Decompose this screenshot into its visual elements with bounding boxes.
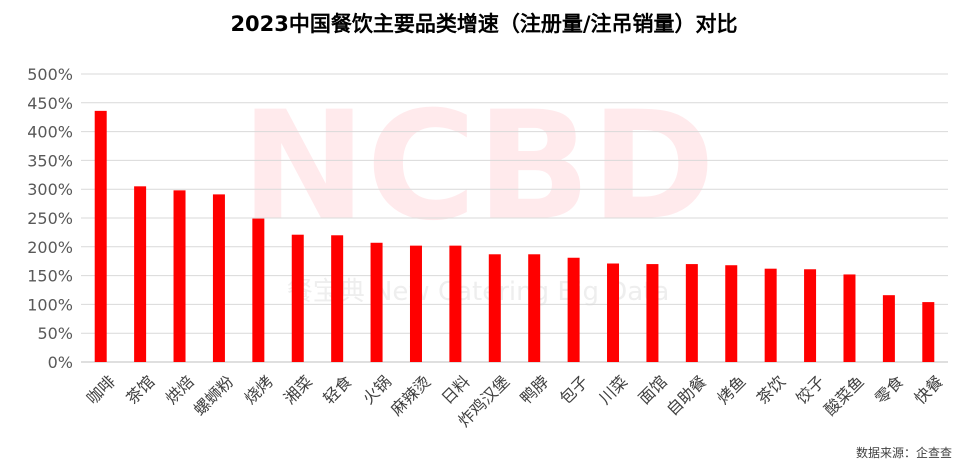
x-tick-label: 快餐 [911, 372, 947, 408]
x-tick-label: 螺蛳粉 [190, 372, 237, 419]
y-tick-label: 400% [27, 123, 73, 142]
bar [173, 190, 186, 362]
bar [331, 235, 344, 362]
watermark-subtitle: 餐宝典 New Catering Big Data [287, 277, 670, 307]
bar [646, 264, 659, 362]
x-tick-label: 鸭脖 [516, 372, 552, 408]
bar [607, 263, 620, 362]
y-axis-ticks: 0% 50% 100% 150% 200% 250% 300% 350% 400% 450% 500… [27, 65, 73, 372]
bar [685, 264, 698, 362]
x-tick-label: 自助餐 [663, 372, 710, 419]
bar [409, 245, 422, 362]
y-tick-label: 250% [27, 209, 73, 228]
bar [843, 274, 856, 362]
x-tick-label: 烧烤 [241, 372, 277, 408]
bar [134, 186, 147, 362]
bar [804, 269, 817, 362]
x-tick-label: 零食 [871, 372, 907, 408]
bar [488, 254, 501, 362]
gridlines [81, 73, 948, 363]
x-axis-labels: 咖啡 茶馆 烘焙螺蛳粉 烧烤 湘菜 轻食 火锅麻辣烫 日料炸鸡汉堡 鸭脖 包子 川菜 面馆自助餐 烤鱼茶… [83, 372, 947, 431]
x-tick-label: 湘菜 [280, 372, 316, 408]
bar [882, 295, 895, 362]
x-tick-label: 茶馆 [122, 372, 158, 408]
chart-title: 2023中国餐饮主要品类增速（注册量/注吊销量）对比 [230, 12, 737, 36]
y-tick-label: 300% [27, 180, 73, 199]
bar [922, 302, 935, 362]
bar [370, 242, 383, 362]
x-tick-label: 包子 [556, 372, 592, 408]
x-tick-label: 茶饮 [753, 372, 789, 408]
bar [567, 257, 580, 362]
bars [94, 110, 935, 362]
y-tick-label: 0% [48, 353, 73, 372]
y-tick-label: 450% [27, 94, 73, 113]
bar [212, 194, 225, 362]
x-tick-label: 烤鱼 [713, 372, 749, 408]
bar [291, 234, 304, 362]
y-tick-label: 500% [27, 65, 73, 84]
y-tick-label: 150% [27, 267, 73, 286]
x-tick-label: 轻食 [319, 372, 355, 408]
bar [252, 218, 265, 362]
bar [764, 268, 777, 362]
y-tick-label: 200% [27, 238, 73, 257]
y-tick-label: 100% [27, 295, 73, 314]
x-tick-label: 咖啡 [83, 372, 119, 408]
watermark: NCBD 餐宝典 New Catering Big Data [241, 80, 715, 307]
bar [94, 110, 107, 362]
source-note: 数据来源：企查查 [856, 445, 952, 460]
x-tick-label: 麻辣烫 [387, 372, 434, 419]
bar [449, 245, 462, 362]
y-tick-label: 50% [37, 324, 73, 343]
y-tick-label: 350% [27, 151, 73, 170]
x-tick-label: 酸菜鱼 [820, 372, 867, 419]
bar [725, 265, 738, 362]
watermark-logo: NCBD [241, 80, 715, 254]
bar [528, 254, 541, 362]
x-tick-label: 川菜 [595, 372, 631, 408]
